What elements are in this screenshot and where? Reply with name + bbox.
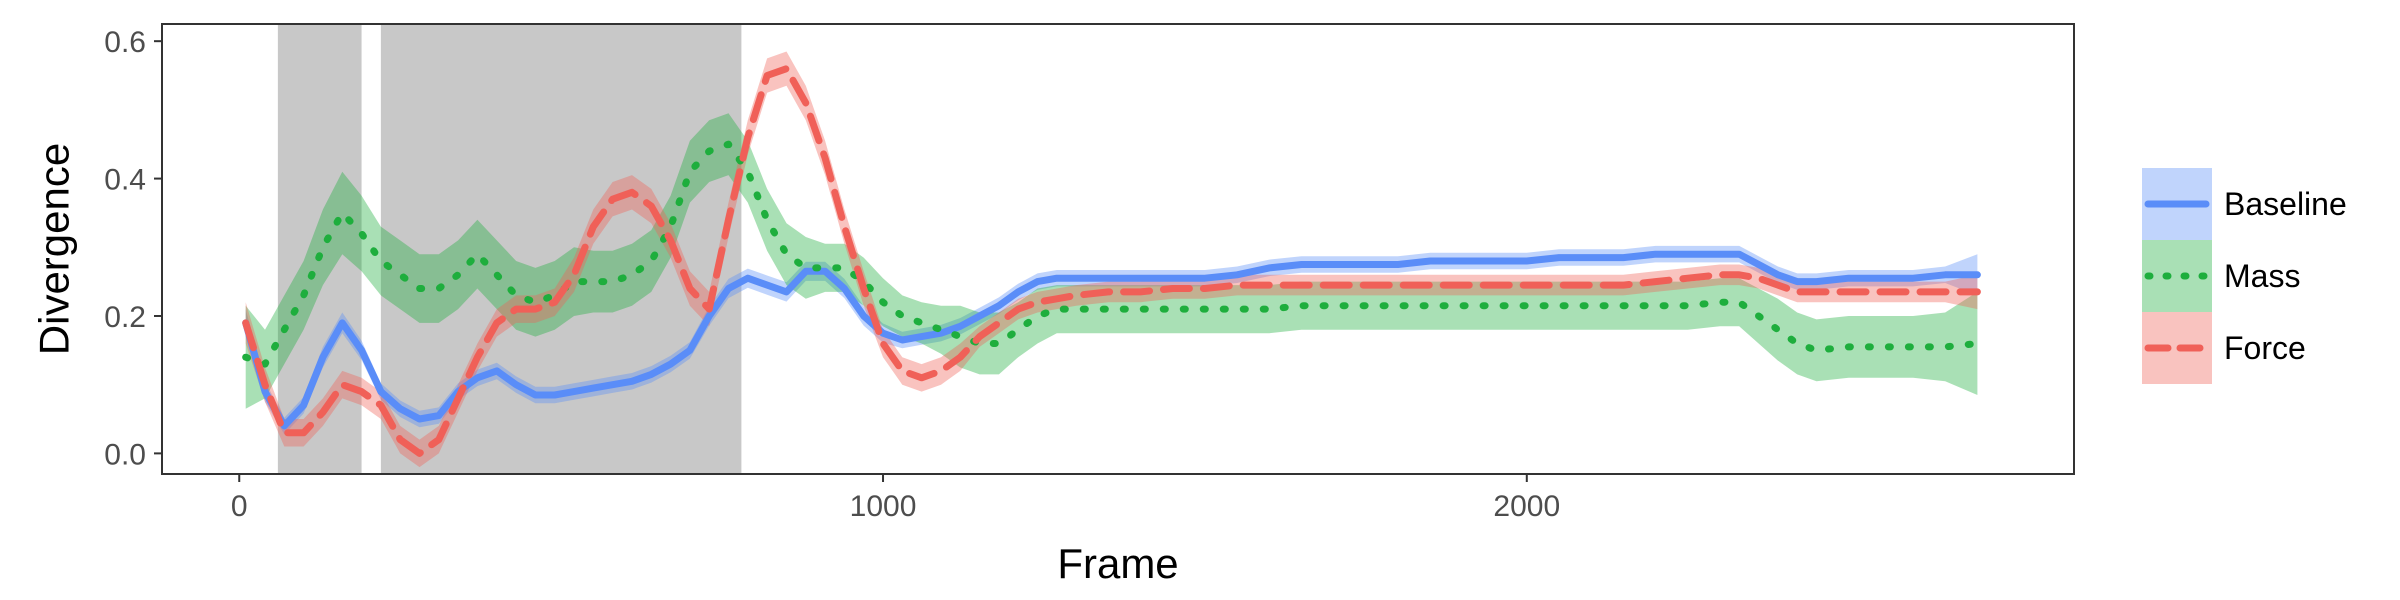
x-tick-label: 1000	[850, 490, 917, 523]
legend-item-mass: Mass	[2142, 240, 2300, 312]
shaded-region-1	[277, 24, 362, 474]
x-tick-label: 2000	[1493, 490, 1560, 523]
shaded-regions	[277, 24, 742, 474]
y-tick-label: 0.0	[104, 438, 146, 471]
y-tick-label: 0.6	[104, 26, 146, 59]
y-tick-label: 0.4	[104, 164, 146, 197]
plot-panel-border	[161, 23, 2075, 475]
y-axis-title: Divergence	[31, 143, 78, 355]
y-tick-label: 0.2	[104, 301, 146, 334]
x-tick-label: 0	[231, 490, 248, 523]
shaded-region-2	[380, 24, 742, 474]
legend-item-baseline: Baseline	[2142, 168, 2347, 240]
baseline-line	[242, 250, 1981, 430]
legend: Baseline Mass Force	[2142, 168, 2347, 384]
y-axis-ticks: 0.0 0.2 0.4 0.6	[104, 26, 162, 471]
legend-label-force: Force	[2224, 330, 2306, 366]
mass-confidence-band	[245, 113, 1978, 409]
force-line	[242, 65, 1981, 457]
x-axis-ticks: 0 1000 2000	[231, 474, 1560, 523]
legend-label-mass: Mass	[2224, 258, 2300, 294]
legend-item-force: Force	[2142, 312, 2306, 384]
series-lines	[242, 65, 1981, 457]
x-axis-title: Frame	[1057, 540, 1178, 587]
legend-label-baseline: Baseline	[2224, 186, 2347, 222]
